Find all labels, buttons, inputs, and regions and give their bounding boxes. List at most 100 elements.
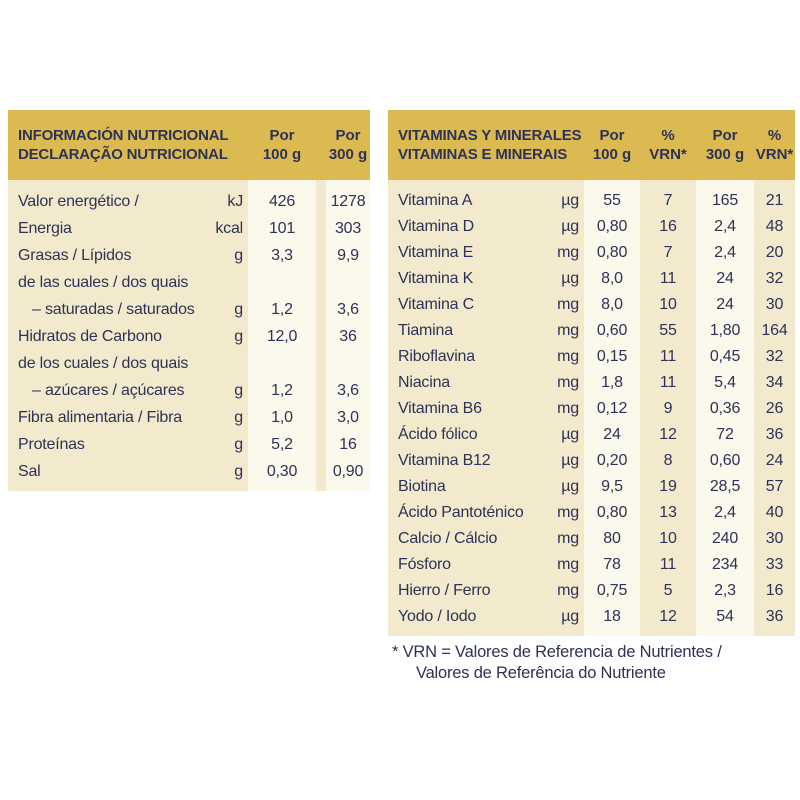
nutrient-label: Vitamina B6 bbox=[398, 400, 482, 417]
nutrient-label: de los cuales / dos quais bbox=[18, 355, 189, 372]
nutrient-unit: mg bbox=[557, 400, 579, 417]
value-per-300g: 3,6 bbox=[337, 382, 359, 399]
table-row: Fibra alimentaria / Fibra g 1,0 3,0 bbox=[8, 404, 370, 431]
value-per-100g: 0,75 bbox=[596, 582, 628, 599]
table-row: Niacina mg 1,8 11 5,4 34 bbox=[388, 370, 795, 396]
table-row: Calcio / Cálcio mg 80 10 240 30 bbox=[388, 526, 795, 552]
value-per-300g: 1,80 bbox=[709, 322, 741, 339]
nutrient-unit: g bbox=[234, 436, 243, 453]
value-per-300g: 165 bbox=[711, 192, 739, 209]
nutrient-unit: g bbox=[234, 382, 243, 399]
table-row: Sal g 0,30 0,90 bbox=[8, 458, 370, 485]
nutrient-label: Vitamina E bbox=[398, 244, 474, 261]
value-per-100g: 18 bbox=[603, 608, 621, 625]
table-row: Vitamina D µg 0,80 16 2,4 48 bbox=[388, 214, 795, 240]
value-per-300g: 54 bbox=[716, 608, 734, 625]
nutrient-unit: mg bbox=[557, 530, 579, 547]
table-row: de los cuales / dos quais bbox=[8, 350, 370, 377]
nutrient-unit: g bbox=[234, 463, 243, 480]
table-row: – azúcares / açúcares g 1,2 3,6 bbox=[8, 377, 370, 404]
value-per-100g: 12,0 bbox=[266, 328, 298, 345]
table-row: de las cuales / dos quais bbox=[8, 269, 370, 296]
nutrient-unit: µg bbox=[561, 452, 579, 469]
nutrient-label: Tiamina bbox=[398, 322, 453, 339]
table-row: Vitamina A µg 55 7 165 21 bbox=[388, 188, 795, 214]
table-row: Vitamina E mg 0,80 7 2,4 20 bbox=[388, 240, 795, 266]
nutrition-facts-title-pt: DECLARAÇÃO NUTRICIONAL bbox=[18, 146, 228, 163]
table-row: Vitamina B6 mg 0,12 9 0,36 26 bbox=[388, 396, 795, 422]
percent-vrn-300g: 16 bbox=[765, 582, 784, 599]
value-per-100g: 24 bbox=[603, 426, 621, 443]
value-per-100g: 0,30 bbox=[266, 463, 298, 480]
table-row: Vitamina B12 µg 0,20 8 0,60 24 bbox=[388, 448, 795, 474]
table-row: Biotina µg 9,5 19 28,5 57 bbox=[388, 474, 795, 500]
nutrient-unit: kJ bbox=[227, 193, 243, 210]
value-per-100g: 1,2 bbox=[271, 382, 293, 399]
vitamins-minerals-header: VITAMINAS Y MINERALES VITAMINAS E MINERA… bbox=[388, 110, 795, 180]
column-header-per-100g: Por 100 g bbox=[592, 127, 632, 163]
column-header-per-100g: Por 100 g bbox=[262, 127, 302, 163]
percent-vrn-300g: 30 bbox=[765, 296, 784, 313]
value-per-300g: 240 bbox=[711, 530, 739, 547]
value-per-300g: 0,45 bbox=[709, 348, 741, 365]
percent-vrn-100g: 19 bbox=[659, 478, 677, 495]
value-per-300g: 0,36 bbox=[709, 400, 741, 417]
value-per-300g: 3,0 bbox=[337, 409, 359, 426]
percent-vrn-300g: 21 bbox=[765, 192, 784, 209]
nutrient-label: Hidratos de Carbono bbox=[18, 328, 162, 345]
nutrient-label: Sal bbox=[18, 463, 41, 480]
value-per-100g: 0,20 bbox=[596, 452, 628, 469]
table-row: Tiamina mg 0,60 55 1,80 164 bbox=[388, 318, 795, 344]
nutrient-label: Vitamina A bbox=[398, 192, 473, 209]
nutrition-facts-body: Valor energético / kJ 426 1278 Energia k… bbox=[8, 180, 370, 491]
vitamins-minerals-title-pt: VITAMINAS E MINERAIS bbox=[398, 146, 568, 163]
percent-vrn-300g: 164 bbox=[761, 322, 788, 339]
nutrient-label: Energia bbox=[18, 220, 72, 237]
value-per-100g: 1,0 bbox=[271, 409, 293, 426]
percent-vrn-100g: 13 bbox=[659, 504, 677, 521]
percent-vrn-100g: 11 bbox=[659, 556, 677, 573]
nutrient-label: – azúcares / açúcares bbox=[32, 382, 185, 399]
value-per-300g: 24 bbox=[716, 270, 734, 287]
nutrient-unit: g bbox=[234, 301, 243, 318]
percent-vrn-300g: 33 bbox=[765, 556, 784, 573]
percent-vrn-100g: 9 bbox=[663, 400, 673, 417]
value-per-100g: 0,80 bbox=[596, 218, 628, 235]
value-per-300g: 1278 bbox=[330, 193, 366, 210]
percent-vrn-100g: 11 bbox=[659, 374, 677, 391]
value-per-300g: 2,4 bbox=[714, 244, 736, 261]
value-per-300g: 2,4 bbox=[714, 504, 736, 521]
value-per-300g: 5,4 bbox=[714, 374, 736, 391]
table-row: Valor energético / kJ 426 1278 bbox=[8, 188, 370, 215]
nutrient-unit: g bbox=[234, 247, 243, 264]
value-per-100g: 0,80 bbox=[596, 504, 628, 521]
vitamins-minerals-body: Vitamina A µg 55 7 165 21 Vitamina D µg … bbox=[388, 180, 795, 636]
value-per-300g: 234 bbox=[711, 556, 739, 573]
nutrient-unit: mg bbox=[557, 322, 579, 339]
percent-vrn-100g: 8 bbox=[663, 452, 673, 469]
percent-vrn-300g: 34 bbox=[765, 374, 784, 391]
value-per-100g: 426 bbox=[268, 193, 296, 210]
column-header-per-300g: Por 300 g bbox=[328, 127, 368, 163]
nutrient-label: Riboflavina bbox=[398, 348, 475, 365]
nutrient-unit: mg bbox=[557, 556, 579, 573]
percent-vrn-300g: 32 bbox=[765, 348, 784, 365]
nutrition-facts-title-es: INFORMACIÓN NUTRICIONAL bbox=[18, 127, 229, 144]
value-per-300g: 9,9 bbox=[337, 247, 359, 264]
value-per-300g: 2,4 bbox=[714, 218, 736, 235]
nutrient-label: Fósforo bbox=[398, 556, 451, 573]
value-per-300g: 28,5 bbox=[709, 478, 741, 495]
percent-vrn-300g: 20 bbox=[765, 244, 784, 261]
nutrient-label: Vitamina C bbox=[398, 296, 474, 313]
nutrient-label: Fibra alimentaria / Fibra bbox=[18, 409, 182, 426]
percent-vrn-100g: 11 bbox=[659, 348, 677, 365]
nutrient-label: Valor energético / bbox=[18, 193, 139, 210]
value-per-100g: 0,12 bbox=[596, 400, 628, 417]
percent-vrn-300g: 48 bbox=[765, 218, 784, 235]
value-per-100g: 8,0 bbox=[601, 270, 623, 287]
value-per-100g: 5,2 bbox=[271, 436, 293, 453]
percent-vrn-300g: 26 bbox=[765, 400, 784, 417]
nutrient-unit: mg bbox=[557, 348, 579, 365]
nutrient-label: Biotina bbox=[398, 478, 446, 495]
nutrient-unit: mg bbox=[557, 504, 579, 521]
